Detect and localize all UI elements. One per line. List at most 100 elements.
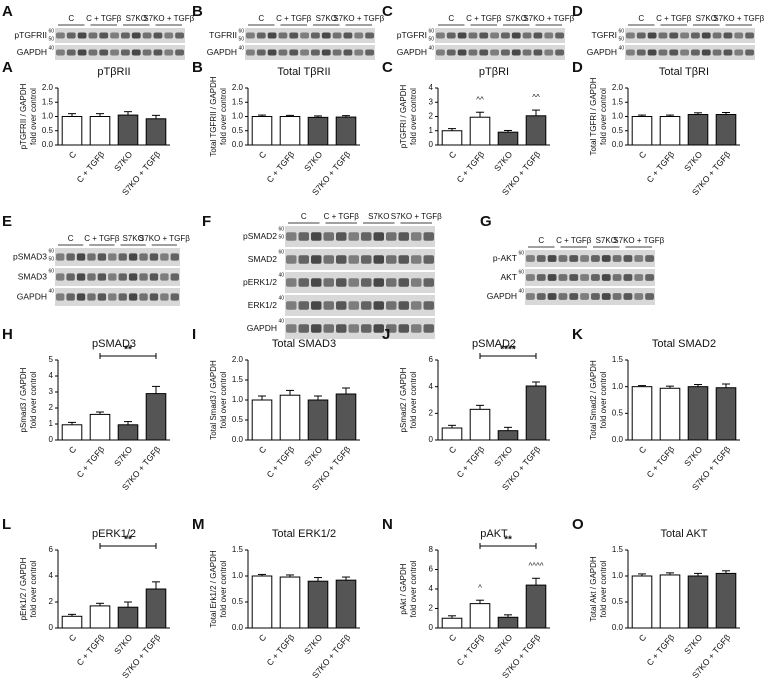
blot-band bbox=[311, 232, 322, 241]
panel-letter: D bbox=[572, 3, 583, 20]
panel-letter: L bbox=[2, 516, 11, 533]
bar bbox=[61, 615, 83, 629]
bar bbox=[659, 574, 681, 629]
blot-band bbox=[298, 278, 309, 287]
blot-band bbox=[321, 32, 331, 39]
row-label: p-AKT bbox=[493, 253, 517, 263]
bar bbox=[251, 575, 273, 629]
y-tick-label: 2 bbox=[49, 597, 54, 606]
bar bbox=[117, 424, 139, 441]
row-label: GAPDH bbox=[397, 47, 427, 57]
blot-band bbox=[536, 255, 546, 262]
blot-band bbox=[286, 278, 297, 287]
blot-band bbox=[77, 49, 87, 56]
blot-band bbox=[634, 255, 644, 262]
bar bbox=[307, 399, 329, 441]
blot-band bbox=[66, 49, 76, 56]
blot-band bbox=[411, 324, 422, 333]
x-tick-label: C bbox=[447, 149, 459, 160]
significance-marker: ^^ bbox=[476, 95, 484, 104]
row-label: pSMAD2 bbox=[243, 231, 277, 241]
blot-band bbox=[612, 255, 622, 262]
blot-band bbox=[647, 49, 657, 56]
blot-band bbox=[423, 324, 434, 333]
blot-band bbox=[558, 293, 568, 300]
y-axis-label: fold over control bbox=[219, 371, 228, 428]
blot-band bbox=[298, 232, 309, 241]
group-label: S7KO + TGFβ bbox=[391, 212, 442, 221]
blot-band bbox=[501, 49, 510, 56]
blot-band bbox=[323, 255, 334, 264]
x-tick-label: C + TGFβ bbox=[264, 632, 296, 667]
blot-band bbox=[580, 274, 589, 281]
bar bbox=[61, 116, 83, 146]
y-tick-label: 2.0 bbox=[612, 83, 624, 92]
blot-band bbox=[170, 293, 179, 301]
y-tick-label: 2.0 bbox=[42, 83, 54, 92]
bar bbox=[145, 393, 167, 441]
blot-band bbox=[108, 253, 117, 261]
blot-band bbox=[97, 293, 107, 301]
mw-marker: 50 bbox=[48, 36, 54, 42]
blot-band bbox=[149, 273, 159, 281]
blot-band bbox=[76, 293, 86, 301]
row-label: GAPDH bbox=[247, 323, 277, 333]
blot-band bbox=[99, 32, 109, 39]
blot-strip bbox=[55, 268, 180, 286]
blot-band bbox=[468, 49, 478, 56]
group-label: S7KO + TGFβ bbox=[143, 14, 194, 23]
y-tick-label: 0.0 bbox=[42, 140, 54, 149]
panel-letter: O bbox=[572, 516, 584, 533]
panel-letter: I bbox=[192, 326, 196, 343]
blot-band bbox=[76, 273, 86, 281]
blot-band bbox=[131, 49, 141, 56]
blot-band bbox=[88, 49, 98, 56]
group-label: S7KO bbox=[126, 14, 147, 23]
y-axis-label: fold over control bbox=[409, 88, 418, 145]
panel-letter: K bbox=[572, 326, 583, 343]
blot-strip bbox=[285, 249, 435, 270]
blot-band bbox=[490, 49, 499, 56]
bar bbox=[687, 575, 709, 629]
y-axis-label: Total Akt / GAPDH bbox=[589, 556, 598, 622]
blot-band bbox=[142, 32, 152, 39]
blot-band bbox=[436, 32, 445, 39]
panel-letter: J bbox=[382, 326, 390, 343]
x-tick-label: C bbox=[637, 444, 649, 455]
group-label: S7KO bbox=[368, 212, 389, 221]
blot-band bbox=[348, 324, 359, 333]
row-label: SMAD3 bbox=[18, 271, 48, 281]
panel-letter: E bbox=[2, 213, 12, 230]
blot-band bbox=[87, 293, 96, 301]
y-axis-label: pAkt / GAPDH bbox=[399, 563, 408, 614]
x-tick-label: C bbox=[257, 444, 269, 455]
mw-marker: 40 bbox=[518, 288, 524, 294]
blot-band bbox=[680, 32, 689, 39]
y-tick-label: 6 bbox=[429, 355, 434, 364]
y-axis-label: fold over control bbox=[29, 371, 38, 428]
significance-label: ** bbox=[504, 535, 512, 546]
blot-band bbox=[490, 32, 499, 39]
group-label: C + TGFβ bbox=[84, 234, 120, 243]
y-tick-label: 6 bbox=[49, 545, 54, 554]
blot-band bbox=[66, 293, 75, 301]
blot-band bbox=[256, 32, 266, 39]
blot-band bbox=[680, 49, 689, 56]
row-label: GAPDH bbox=[17, 47, 47, 57]
blot-band bbox=[323, 232, 334, 241]
group-label: C bbox=[301, 212, 307, 221]
blot-band bbox=[526, 274, 535, 281]
blot-band bbox=[423, 232, 434, 241]
blot-band bbox=[278, 49, 288, 56]
bar bbox=[279, 576, 301, 629]
x-tick-label: C + TGFβ bbox=[454, 149, 486, 184]
y-tick-label: 3 bbox=[49, 387, 54, 396]
y-tick-label: 1.5 bbox=[232, 375, 244, 384]
blot-band bbox=[311, 278, 322, 287]
blot-band bbox=[365, 32, 374, 39]
chart-title: Total AKT bbox=[660, 528, 707, 540]
bar bbox=[89, 605, 111, 629]
row-label: pTGFRII bbox=[14, 30, 47, 40]
y-axis-label: pTGFRII / GAPDH bbox=[19, 83, 28, 149]
blot-band bbox=[612, 293, 622, 300]
